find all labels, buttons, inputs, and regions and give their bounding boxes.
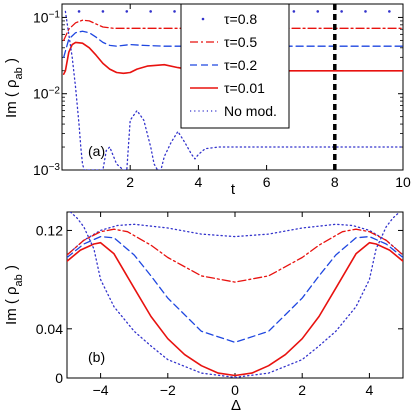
series-point-0 xyxy=(316,10,320,13)
series-line-4 xyxy=(69,212,401,378)
legend-box xyxy=(180,3,290,129)
panel-b-x-tick-labels: −4 −2 0 2 4 xyxy=(93,382,374,398)
panel-b-series xyxy=(67,212,403,378)
legend: τ=0.8 τ=0.5 τ=0.2 τ=0.01 No mod. xyxy=(180,3,290,129)
x-tick-label: 8 xyxy=(331,174,339,190)
series-point-0 xyxy=(125,10,129,13)
panel-a-y-tick-labels: 10−1 10−2 10−3 xyxy=(33,9,60,178)
panel-a-x-axis-label: t xyxy=(231,181,236,198)
x-tick-label: 2 xyxy=(298,382,306,398)
y-tick-label: 10−3 xyxy=(33,162,60,179)
series-line-3 xyxy=(67,241,403,377)
series-point-0 xyxy=(364,10,367,13)
series-line-2 xyxy=(67,235,403,343)
series-point-0 xyxy=(388,10,391,13)
legend-label-2: τ=0.2 xyxy=(224,57,257,73)
series-point-0 xyxy=(292,10,296,13)
legend-label-0: τ=0.8 xyxy=(224,11,257,27)
series-point-0 xyxy=(101,10,105,13)
legend-label-4: No mod. xyxy=(224,103,277,119)
x-tick-label: −2 xyxy=(160,382,176,398)
panel-a-label: (a) xyxy=(88,143,105,159)
y-tick-label: 0 xyxy=(55,370,63,386)
panel-b-y-tick-labels: 0 0.04 0.12 xyxy=(36,222,63,386)
series-line-0 xyxy=(67,223,403,256)
panel-a-y-axis-label: Im ( ρab ) xyxy=(3,58,25,118)
y-tick-label: 0.04 xyxy=(36,321,63,337)
series-point-0 xyxy=(77,10,81,13)
series-point-0 xyxy=(149,10,152,13)
series-point-0 xyxy=(340,10,343,13)
x-tick-label: 4 xyxy=(366,382,374,398)
y-tick-label: 10−2 xyxy=(33,85,60,102)
x-tick-label: −4 xyxy=(93,382,109,398)
panel-b-label: (b) xyxy=(88,349,105,365)
x-tick-label: 0 xyxy=(231,382,239,398)
legend-marker-0 xyxy=(201,17,205,21)
x-tick-label: 2 xyxy=(126,174,134,190)
x-tick-label: 4 xyxy=(195,174,203,190)
x-tick-label: 10 xyxy=(395,174,411,190)
panel-b: 0 0.04 0.12 −4 −2 0 2 4 Δ Im ( ρab ) (b) xyxy=(3,211,404,414)
panel-b-y-axis-label: Im ( ρab ) xyxy=(3,265,25,325)
series-line-1 xyxy=(67,228,403,283)
legend-label-3: τ=0.01 xyxy=(224,80,265,96)
legend-label-1: τ=0.5 xyxy=(224,34,257,50)
panel-a-x-tick-labels: 2 4 6 8 10 xyxy=(126,174,411,190)
series-point-0 xyxy=(173,10,176,13)
x-tick-label: 6 xyxy=(263,174,271,190)
panel-b-x-axis-label: Δ xyxy=(231,397,241,414)
y-tick-label: 10−1 xyxy=(33,9,60,26)
panel-b-frame xyxy=(66,211,404,379)
panel-a: 10−1 10−2 10−3 2 4 6 8 10 t Im ( ρab ) (a) τ=0… xyxy=(3,3,411,198)
y-tick-label: 0.12 xyxy=(36,222,63,238)
